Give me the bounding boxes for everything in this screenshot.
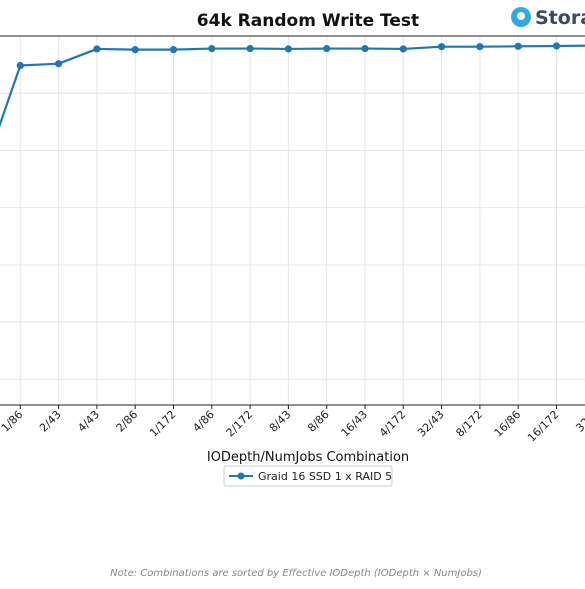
data-point	[93, 45, 101, 53]
data-point	[246, 44, 254, 53]
data-point	[552, 42, 561, 50]
data-point	[476, 43, 484, 51]
x-tick-label: 1/86	[0, 408, 25, 435]
x-tick-label: 16/86	[492, 408, 524, 440]
storagereview-logo: Storag	[511, 7, 585, 29]
x-tick-label: 16/172	[525, 408, 562, 445]
x-tick-label: 8/86	[305, 408, 332, 435]
data-point	[169, 46, 178, 54]
axes	[0, 35, 585, 406]
series-layer	[0, 42, 585, 128]
x-tick-label: 32/43	[415, 408, 447, 440]
x-axis-label: IODepth/NumJobs Combination	[207, 450, 409, 465]
logo-icon-center	[517, 12, 525, 20]
legend-box	[223, 465, 393, 487]
data-point	[399, 45, 407, 53]
x-tick-label: 4/43	[75, 408, 102, 435]
data-point	[323, 44, 331, 53]
logo-text: Storag	[535, 7, 585, 29]
data-point	[208, 44, 216, 53]
x-tick-labels: 1/86 2/43 4/43 2/86 1/172 4/86 2/172 8/43 8/86 16…	[0, 405, 585, 444]
data-point	[284, 45, 292, 53]
series-line	[0, 44, 585, 128]
grid-lines	[0, 35, 585, 405]
data-point	[55, 60, 63, 68]
legend-label: Graid 16 SSD 1 x RAID 5	[258, 470, 392, 483]
data-point	[16, 61, 24, 70]
data-point	[438, 43, 446, 51]
x-tick-label: 8/172	[453, 408, 485, 440]
footnote: Note: Combinations are sorted by Effecti…	[110, 568, 482, 579]
x-tick-label: 4/172	[377, 408, 409, 440]
x-tick-label: 1/172	[147, 408, 179, 440]
data-point	[514, 42, 522, 50]
x-tick-label: 16/43	[339, 408, 371, 440]
data-point	[361, 44, 369, 53]
x-tick-label: 2/43	[37, 408, 64, 435]
data-point	[131, 46, 139, 54]
x-tick-label: 2/86	[114, 408, 141, 435]
chart-title: 64k Random Write Test	[197, 11, 419, 31]
legend: Graid 16 SSD 1 x RAID 5	[223, 465, 393, 487]
x-tick-label: 4/86	[190, 408, 217, 435]
x-tick-label: 2/172	[224, 408, 256, 440]
x-tick-label: 32/8	[573, 408, 585, 435]
legend-marker	[237, 472, 245, 480]
x-tick-label: 8/43	[267, 408, 294, 435]
